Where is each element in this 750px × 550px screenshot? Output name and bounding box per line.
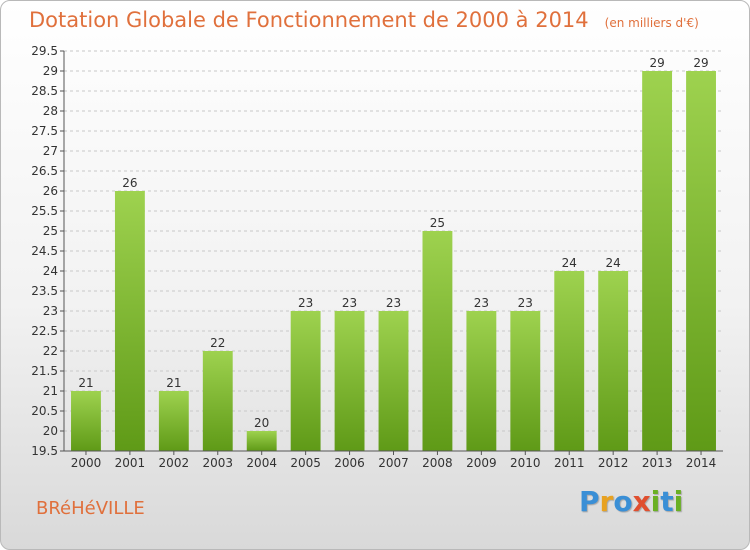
bar-value-label: 21 bbox=[166, 376, 181, 390]
y-tick-label: 20.5 bbox=[31, 404, 58, 418]
y-tick-label: 21 bbox=[43, 384, 58, 398]
y-tick-label: 22.5 bbox=[31, 324, 58, 338]
bar-value-label: 23 bbox=[298, 296, 313, 310]
bar-2000 bbox=[71, 391, 101, 451]
bar-value-label: 20 bbox=[254, 416, 269, 430]
y-tick-label: 26.5 bbox=[31, 164, 58, 178]
bar-value-label: 23 bbox=[386, 296, 401, 310]
y-tick-label: 29 bbox=[43, 64, 58, 78]
y-tick-label: 28 bbox=[43, 104, 58, 118]
y-tick-label: 26 bbox=[43, 184, 58, 198]
chart-title-text: Dotation Globale de Fonctionnement de 20… bbox=[29, 8, 589, 32]
bar-2010 bbox=[510, 311, 541, 451]
y-tick-label: 27.5 bbox=[31, 124, 58, 138]
bar-value-label: 25 bbox=[430, 216, 445, 230]
bar-2007 bbox=[378, 311, 409, 451]
bar-2012 bbox=[598, 271, 629, 451]
bar-2004 bbox=[246, 431, 277, 451]
axes: 19.5 20 20.5 21 21.5 22 22.5 23 23.5 24 24.5 25 25.5… bbox=[31, 44, 723, 470]
logo-letter: t bbox=[660, 485, 674, 518]
bar-2002 bbox=[158, 391, 189, 451]
bar-2011 bbox=[554, 271, 585, 451]
x-tick-label: 2010 bbox=[510, 456, 541, 470]
logo-letter: r bbox=[599, 485, 614, 518]
y-tick-label: 21.5 bbox=[31, 364, 58, 378]
bar-value-label: 21 bbox=[78, 376, 93, 390]
y-tick-label: 23 bbox=[43, 304, 58, 318]
logo-letter: i bbox=[673, 485, 684, 518]
proxiti-logo: Proxiti bbox=[579, 485, 683, 518]
y-tick-label: 24.5 bbox=[31, 244, 58, 258]
bar-2006 bbox=[334, 311, 365, 451]
bar-2013 bbox=[642, 71, 673, 451]
y-tick-label: 20 bbox=[43, 424, 58, 438]
bar-value-label: 26 bbox=[122, 176, 137, 190]
bar-value-label: 29 bbox=[649, 56, 664, 70]
bar-2014 bbox=[686, 71, 716, 451]
x-tick-label: 2012 bbox=[598, 456, 629, 470]
x-tick-label: 2002 bbox=[159, 456, 190, 470]
bar-value-label: 24 bbox=[562, 256, 577, 270]
y-tick-label: 22 bbox=[43, 344, 58, 358]
y-tick-label: 24 bbox=[43, 264, 58, 278]
bar-value-label: 23 bbox=[342, 296, 357, 310]
bar-2003 bbox=[202, 351, 233, 451]
bars: 21 26 21 22 20 23 23 23 25 23 23 24 24 29 29 bbox=[71, 56, 716, 451]
logo-letter: o bbox=[613, 485, 633, 518]
commune-name: BRéHéVILLE bbox=[36, 498, 145, 519]
x-tick-label: 2000 bbox=[71, 456, 102, 470]
bar-2001 bbox=[114, 191, 145, 451]
y-tick-label: 19.5 bbox=[31, 444, 58, 458]
x-tick-label: 2009 bbox=[466, 456, 497, 470]
y-tick-label: 29.5 bbox=[31, 44, 58, 58]
y-tick-label: 27 bbox=[43, 144, 58, 158]
bar-value-label: 23 bbox=[474, 296, 489, 310]
chart-unit: (en milliers d'€) bbox=[604, 16, 699, 30]
bar-value-label: 23 bbox=[518, 296, 533, 310]
logo-letter: x bbox=[632, 485, 651, 518]
x-tick-label: 2005 bbox=[290, 456, 321, 470]
y-tick-label: 25 bbox=[43, 224, 58, 238]
bar-2009 bbox=[466, 311, 497, 451]
x-tick-label: 2001 bbox=[115, 456, 146, 470]
bar-value-label: 24 bbox=[606, 256, 621, 270]
x-tick-label: 2003 bbox=[202, 456, 233, 470]
x-tick-label: 2006 bbox=[334, 456, 365, 470]
x-tick-label: 2013 bbox=[642, 456, 673, 470]
bar-2008 bbox=[422, 231, 453, 451]
y-tick-label: 28.5 bbox=[31, 84, 58, 98]
bar-2005 bbox=[290, 311, 321, 451]
x-tick-label: 2007 bbox=[378, 456, 409, 470]
bar-value-label: 22 bbox=[210, 336, 225, 350]
x-tick-label: 2014 bbox=[686, 456, 717, 470]
x-tick-label: 2004 bbox=[246, 456, 277, 470]
x-tick-label: 2008 bbox=[422, 456, 453, 470]
y-tick-label: 25.5 bbox=[31, 204, 58, 218]
logo-letter: i bbox=[650, 485, 661, 518]
chart-title: Dotation Globale de Fonctionnement de 20… bbox=[29, 8, 699, 32]
logo-letter: P bbox=[579, 485, 600, 518]
y-tick-label: 23.5 bbox=[31, 284, 58, 298]
bar-value-label: 29 bbox=[693, 56, 708, 70]
x-tick-label: 2011 bbox=[554, 456, 585, 470]
